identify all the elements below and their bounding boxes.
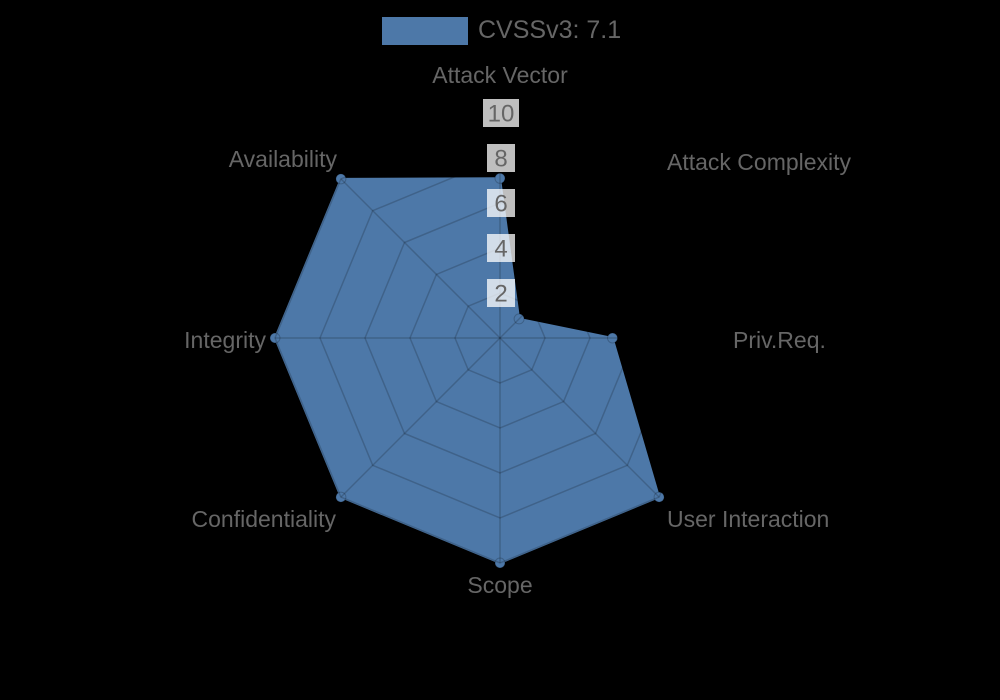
- axis-label-integrity: Integrity: [184, 327, 266, 353]
- grid-ring: [319, 157, 681, 519]
- axis-spoke: [340, 337, 501, 498]
- axis-label-confidentiality: Confidentiality: [192, 506, 337, 532]
- data-point-marker: [335, 173, 347, 185]
- data-point-marker: [494, 172, 506, 184]
- grid-ring: [454, 292, 546, 384]
- axis-label-scope: Scope: [467, 572, 532, 598]
- axis-spoke: [499, 178, 660, 339]
- data-point-marker: [607, 332, 618, 344]
- tick-label: 4: [494, 236, 507, 263]
- legend[interactable]: CVSSv3: 7.1: [382, 16, 621, 45]
- legend-swatch: [382, 16, 468, 45]
- tick-label: 6: [494, 191, 507, 218]
- data-point-marker: [335, 491, 347, 503]
- grid-ring: [409, 247, 591, 429]
- tick-backdrop: [487, 279, 515, 307]
- tick-backdrop: [487, 234, 515, 262]
- data-point-marker: [494, 557, 506, 569]
- axis-label-attack-complexity: Attack Complexity: [667, 149, 852, 175]
- tick-backdrop: [487, 189, 515, 217]
- tick-backdrop: [483, 99, 519, 127]
- data-point-marker: [269, 332, 281, 344]
- grid-ring: [364, 202, 636, 474]
- grid-ring: [274, 112, 726, 564]
- axis-spoke: [340, 178, 501, 339]
- axis-label-priv-req: Priv.Req.: [733, 327, 826, 353]
- data-point-marker: [513, 313, 525, 325]
- legend-label: CVSSv3: 7.1: [478, 16, 622, 44]
- axis-label-attack-vector: Attack Vector: [432, 62, 568, 88]
- tick-backdrop: [487, 144, 515, 172]
- tick-label: 10: [488, 101, 515, 128]
- axis-spoke: [499, 337, 660, 498]
- data-point-marker: [653, 491, 665, 503]
- tick-label: 8: [494, 146, 507, 173]
- axis-label-availability: Availability: [229, 146, 338, 172]
- axis-label-user-interaction: User Interaction: [667, 506, 829, 532]
- tick-label: 2: [494, 281, 507, 308]
